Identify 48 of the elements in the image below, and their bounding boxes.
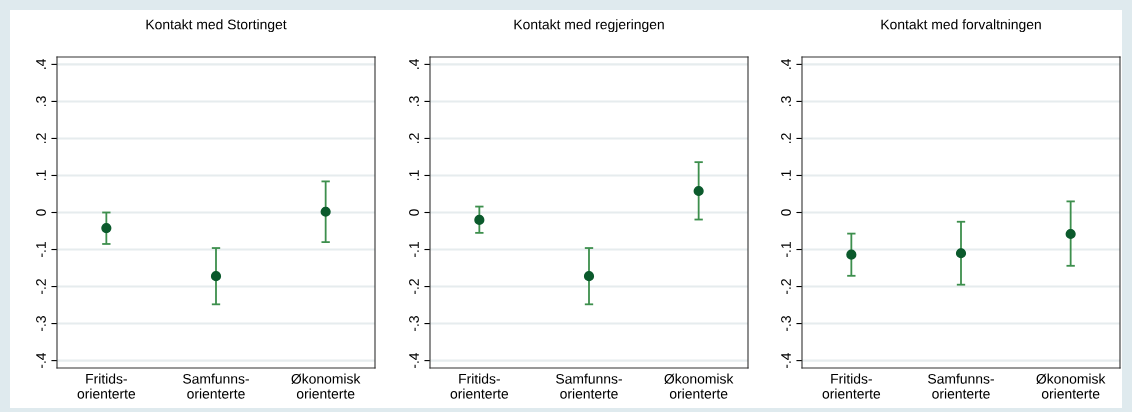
y-tick-label: .4: [781, 59, 791, 69]
x-tick-label: Fritids- orienterte: [77, 373, 136, 399]
x-tick-label: Økonomisk orienterte: [664, 373, 734, 399]
y-tick-label: .1: [36, 170, 46, 180]
x-tick-label: Økonomisk orienterte: [1036, 373, 1106, 399]
y-tick-label: .3: [409, 96, 419, 106]
x-tick-label: Samfunns- orienterte: [928, 373, 994, 399]
x-tick-label: Samfunns- orienterte: [556, 373, 622, 399]
y-tick-label: .3: [36, 96, 46, 106]
y-tick-label: .2: [409, 133, 419, 143]
y-tick-label: -.4: [781, 352, 791, 369]
y-tick-label: .2: [781, 133, 791, 143]
x-tick-label: Fritids- orienterte: [822, 373, 881, 399]
y-tick-label: .1: [781, 170, 791, 180]
point: [846, 249, 857, 260]
point: [210, 271, 222, 282]
point: [101, 222, 112, 234]
chart-title: Kontakt med forvaltningen: [881, 19, 1041, 33]
point: [1065, 228, 1076, 240]
point: [583, 271, 595, 282]
y-tick-label: 0: [781, 209, 791, 216]
y-tick-label: -.2: [36, 279, 46, 295]
y-tick-label: .1: [409, 170, 419, 180]
chart-title: Kontakt med Stortinget: [146, 19, 287, 33]
x-tick-label: Økonomisk orienterte: [291, 373, 361, 399]
y-tick-label: -.3: [781, 316, 791, 332]
y-tick-label: .4: [36, 59, 46, 69]
y-tick-label: .3: [781, 96, 791, 106]
chart-title: Kontakt med regjeringen: [514, 19, 664, 33]
y-tick-label: 0: [36, 209, 46, 216]
y-tick-label: -.1: [781, 242, 791, 258]
point: [955, 248, 967, 259]
point: [474, 214, 485, 225]
y-tick-label: -.3: [36, 316, 46, 332]
y-tick-label: -.4: [36, 352, 46, 369]
y-tick-label: -.2: [409, 279, 419, 295]
x-tick-label: Samfunns- orienterte: [183, 373, 249, 399]
y-tick-label: -.3: [409, 316, 419, 332]
y-tick-label: 0: [409, 209, 419, 216]
y-tick-label: -.1: [409, 242, 419, 258]
x-tick-label: Fritids- orienterte: [450, 373, 509, 399]
point: [693, 185, 704, 197]
y-tick-label: .2: [36, 133, 46, 143]
y-tick-label: -.1: [36, 242, 46, 258]
y-tick-label: .4: [409, 59, 419, 69]
y-tick-label: -.2: [781, 279, 791, 295]
point: [320, 206, 331, 217]
y-tick-label: -.4: [409, 352, 419, 369]
